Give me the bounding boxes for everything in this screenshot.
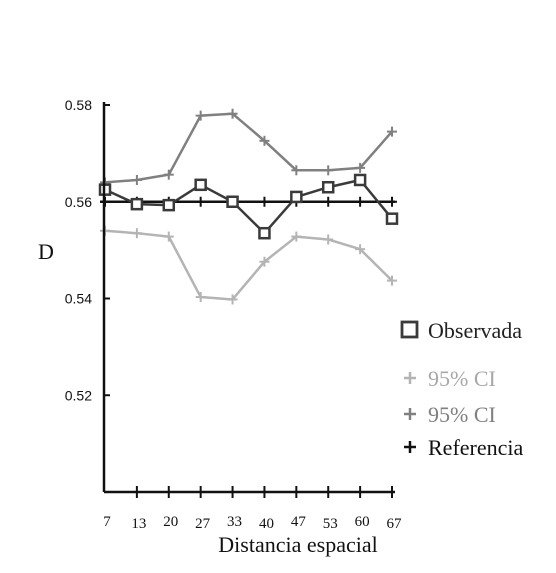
series-line-observada-0 xyxy=(104,178,393,235)
legend-item-95-ci-2: 95% CI xyxy=(404,402,496,427)
legend-marker xyxy=(404,372,416,384)
legend-label: 95% CI xyxy=(428,366,496,391)
legend-marker xyxy=(404,408,416,420)
y-tick-label: 0.52 xyxy=(65,387,92,403)
point-95-ci-1 xyxy=(195,292,206,303)
point-95-ci-2 xyxy=(259,135,270,146)
point-95-ci-1 xyxy=(163,231,174,242)
point-95-ci-2 xyxy=(163,169,174,180)
point-referencia-3 xyxy=(259,196,270,207)
point-observada-0 xyxy=(290,190,303,204)
point-95-ci-1 xyxy=(227,294,238,305)
x-tick-label: 33 xyxy=(227,514,242,530)
legend-label: Referencia xyxy=(428,435,523,460)
point-95-ci-1 xyxy=(355,244,366,255)
point-referencia-3 xyxy=(195,196,206,207)
point-95-ci-1 xyxy=(323,234,334,245)
point-95-ci-1 xyxy=(259,256,270,267)
x-tick-label: 7 xyxy=(103,514,111,530)
point-observada-0 xyxy=(162,198,176,212)
y-tick-label: 0.54 xyxy=(65,291,92,307)
legend-label: Observada xyxy=(428,318,522,343)
point-95-ci-2 xyxy=(195,110,206,121)
point-referencia-3 xyxy=(323,196,334,207)
x-tick-label: 67 xyxy=(387,516,403,532)
point-observada-0 xyxy=(385,212,399,225)
x-tick-label: 27 xyxy=(195,516,211,532)
legend-marker xyxy=(404,441,416,453)
point-95-ci-2 xyxy=(227,108,238,119)
legend-item-observada-0: Observada xyxy=(400,318,522,343)
x-tick-label: 47 xyxy=(291,514,307,530)
point-observada-0 xyxy=(130,197,144,211)
x-tick-label: 20 xyxy=(163,514,178,530)
point-95-ci-2 xyxy=(131,174,142,185)
y-axis-label: D xyxy=(38,239,54,264)
x-ticks: 7 13 20 27 33 40 47 53 60 67 xyxy=(103,486,402,532)
y-tick-label: 0.56 xyxy=(65,194,92,210)
legend-item-referencia-3: Referencia xyxy=(404,435,523,460)
legend-marker xyxy=(400,320,419,339)
series-line-95-ci-1 xyxy=(104,229,393,301)
point-observada-0 xyxy=(258,226,271,240)
point-observada-0 xyxy=(321,180,335,194)
x-tick-label: 60 xyxy=(355,514,370,530)
x-tick-label: 53 xyxy=(323,516,338,532)
legend-label: 95% CI xyxy=(428,402,496,427)
point-observada-0 xyxy=(194,178,207,192)
x-axis-label: Distancia espacial xyxy=(218,532,377,557)
y-ticks: 0.52 0.54 0.56 0.58 xyxy=(65,97,110,403)
series-layer xyxy=(98,108,399,305)
legend-item-95-ci-1: 95% CI xyxy=(404,366,496,391)
point-95-ci-1 xyxy=(131,228,142,239)
point-95-ci-1 xyxy=(387,275,397,286)
point-95-ci-1 xyxy=(291,231,302,242)
point-95-ci-2 xyxy=(355,162,366,173)
point-observada-0 xyxy=(226,195,239,208)
point-referencia-3 xyxy=(387,196,397,207)
y-tick-label: 0.58 xyxy=(65,97,92,113)
point-observada-0 xyxy=(353,173,367,187)
x-tick-label: 40 xyxy=(259,516,274,532)
series-line-95-ci-2 xyxy=(104,112,393,184)
point-95-ci-2 xyxy=(387,126,397,137)
x-tick-label: 13 xyxy=(131,516,146,532)
point-95-ci-2 xyxy=(323,165,334,176)
point-referencia-3 xyxy=(355,196,366,207)
legend: Observada 95% CI 95% CI Referencia xyxy=(400,318,523,460)
point-95-ci-2 xyxy=(291,165,302,176)
